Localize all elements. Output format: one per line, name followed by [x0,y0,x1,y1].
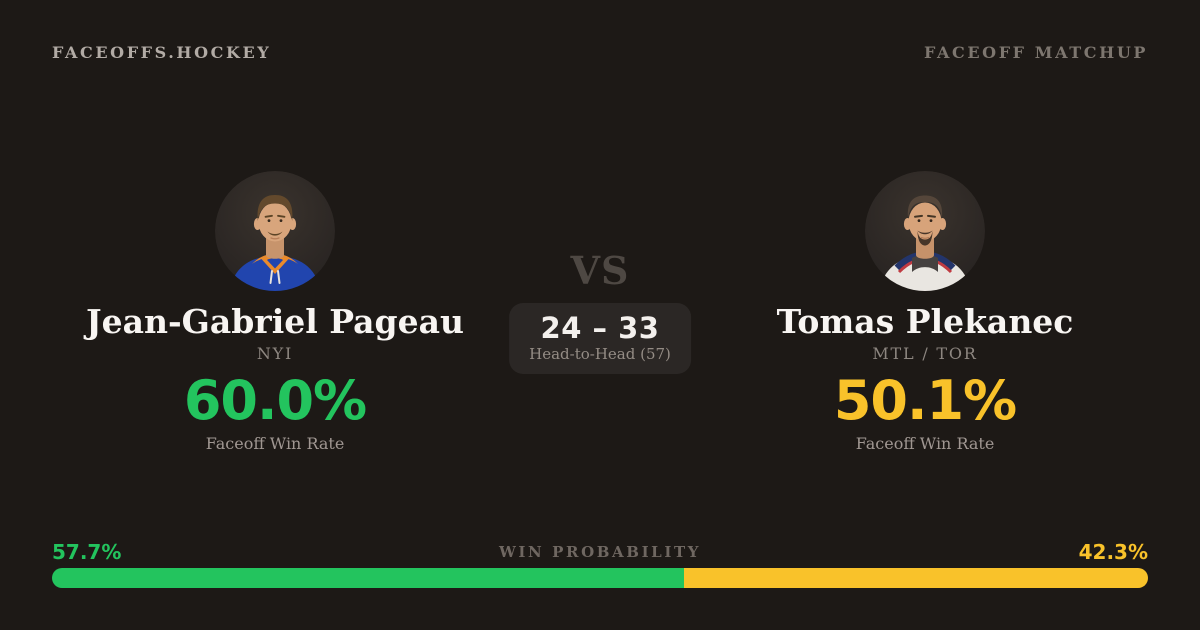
player-left-photo [215,171,335,291]
player-left-rate-label: Faceoff Win Rate [205,433,345,453]
win-bar-right-segment [684,568,1148,588]
player-left-name: Jean-Gabriel Pageau [85,302,465,341]
player-card-right: Tomas Plekanec MTL / TOR 50.1% Faceoff W… [700,171,1150,453]
win-probability-row: 57.7% WIN PROBABILITY 42.3% [52,540,1148,564]
head-to-head-label: Head-to-Head (57) [529,345,671,364]
player-right-rate-label: Faceoff Win Rate [855,433,995,453]
head-to-head-score: 24 – 33 [540,311,660,345]
player-left-win-rate: 60.0% [183,368,367,432]
player-card-left: Jean-Gabriel Pageau NYI 60.0% Faceoff Wi… [50,171,500,453]
player-right-photo [865,171,985,291]
vs-label: VS [570,248,630,293]
win-probability-bar [52,568,1148,588]
player-right-team: MTL / TOR [872,343,978,363]
win-probability-title: WIN PROBABILITY [498,543,702,561]
player-right-name: Tomas Plekanec [776,302,1074,341]
player-right-win-rate: 50.1% [833,368,1017,432]
site-brand: FACEOFFS.HOCKEY [52,43,272,62]
win-probability-right-pct: 42.3% [1078,540,1148,564]
win-bar-left-segment [52,568,685,588]
win-probability-left-pct: 57.7% [52,540,122,564]
player-left-team: NYI [256,343,294,363]
head-to-head-box: 24 – 33 Head-to-Head (57) [509,303,691,375]
card-type-label: FACEOFF MATCHUP [924,43,1148,62]
